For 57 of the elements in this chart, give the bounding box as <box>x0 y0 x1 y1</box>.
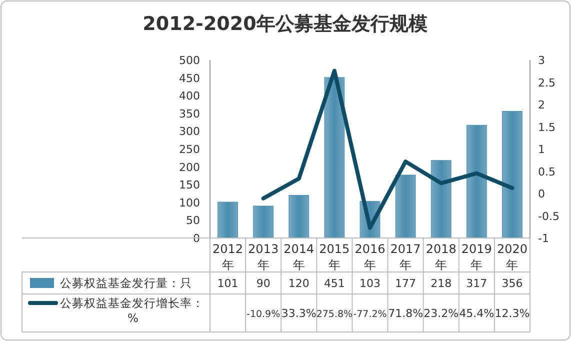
data-label: -10.9% <box>246 309 280 320</box>
bar <box>324 77 345 238</box>
data-label: 71.8% <box>388 307 424 320</box>
data-label: 451 <box>324 277 345 290</box>
bar <box>395 174 416 238</box>
x-tick-label: 2015年 <box>319 242 350 272</box>
data-label: 23.2% <box>424 307 459 320</box>
y2-tick-label: 1 <box>538 143 545 156</box>
y-tick-label: 500 <box>179 54 200 67</box>
bar <box>253 206 274 238</box>
legend-label: 公募权益基金发行量：只 <box>60 276 192 290</box>
x-tick-label: 2014年 <box>284 242 314 272</box>
data-label: 177 <box>395 277 416 290</box>
bar <box>502 111 522 238</box>
data-label: 275.8% <box>316 309 353 320</box>
y-tick-label: 400 <box>179 90 200 103</box>
bar <box>288 195 310 238</box>
y-tick-label: 50 <box>186 214 200 228</box>
legend-label: 公募权益基金发行增长率：% <box>60 296 204 325</box>
data-label: 33.3% <box>281 307 316 320</box>
bar <box>430 160 452 238</box>
y2-tick-label: 2.5 <box>538 76 556 90</box>
y2-tick-label: 0 <box>538 188 545 200</box>
bar <box>466 124 487 238</box>
y-tick-label: 150 <box>179 178 200 192</box>
y2-tick-label: 3 <box>538 54 545 67</box>
y-tick-label: 100 <box>179 196 200 210</box>
x-tick-label: 2018年 <box>426 242 456 272</box>
x-tick-label: 2012年 <box>212 242 244 272</box>
data-label: -77.2% <box>353 309 387 320</box>
data-label: 103 <box>360 277 380 290</box>
x-tick-label: 2013年 <box>248 242 279 272</box>
y2-tick-label: -0.5 <box>538 210 560 223</box>
line-series <box>261 68 514 230</box>
bar <box>218 202 238 238</box>
data-label: 356 <box>502 277 523 290</box>
x-tick-label: 2016年 <box>354 242 386 272</box>
y2-tick-label: -1 <box>538 232 549 245</box>
y2-tick-label: 2 <box>538 98 545 112</box>
x-tick-label: 2019年 <box>461 242 492 272</box>
data-label: 218 <box>430 277 452 290</box>
data-label: 90 <box>256 277 270 290</box>
y2-tick-label: 1.5 <box>538 120 556 134</box>
data-label: 317 <box>466 277 488 290</box>
y-tick-label: 450 <box>179 72 200 85</box>
y-tick-label: 200 <box>179 160 200 174</box>
y-tick-label: 300 <box>179 125 200 138</box>
data-label: 101 <box>217 277 238 290</box>
x-tick-label: 2020年 <box>496 242 528 272</box>
x-tick-label: 2017年 <box>390 242 421 272</box>
y2-tick-label: 0.5 <box>538 165 556 178</box>
data-label: 120 <box>288 277 310 290</box>
y-tick-label: 250 <box>179 143 200 156</box>
data-label: 45.4% <box>459 307 494 320</box>
chart-title: 2012-2020年公募基金发行规模 <box>142 13 428 35</box>
y-tick-label: 350 <box>179 107 200 120</box>
data-label: 12.3% <box>494 307 530 320</box>
